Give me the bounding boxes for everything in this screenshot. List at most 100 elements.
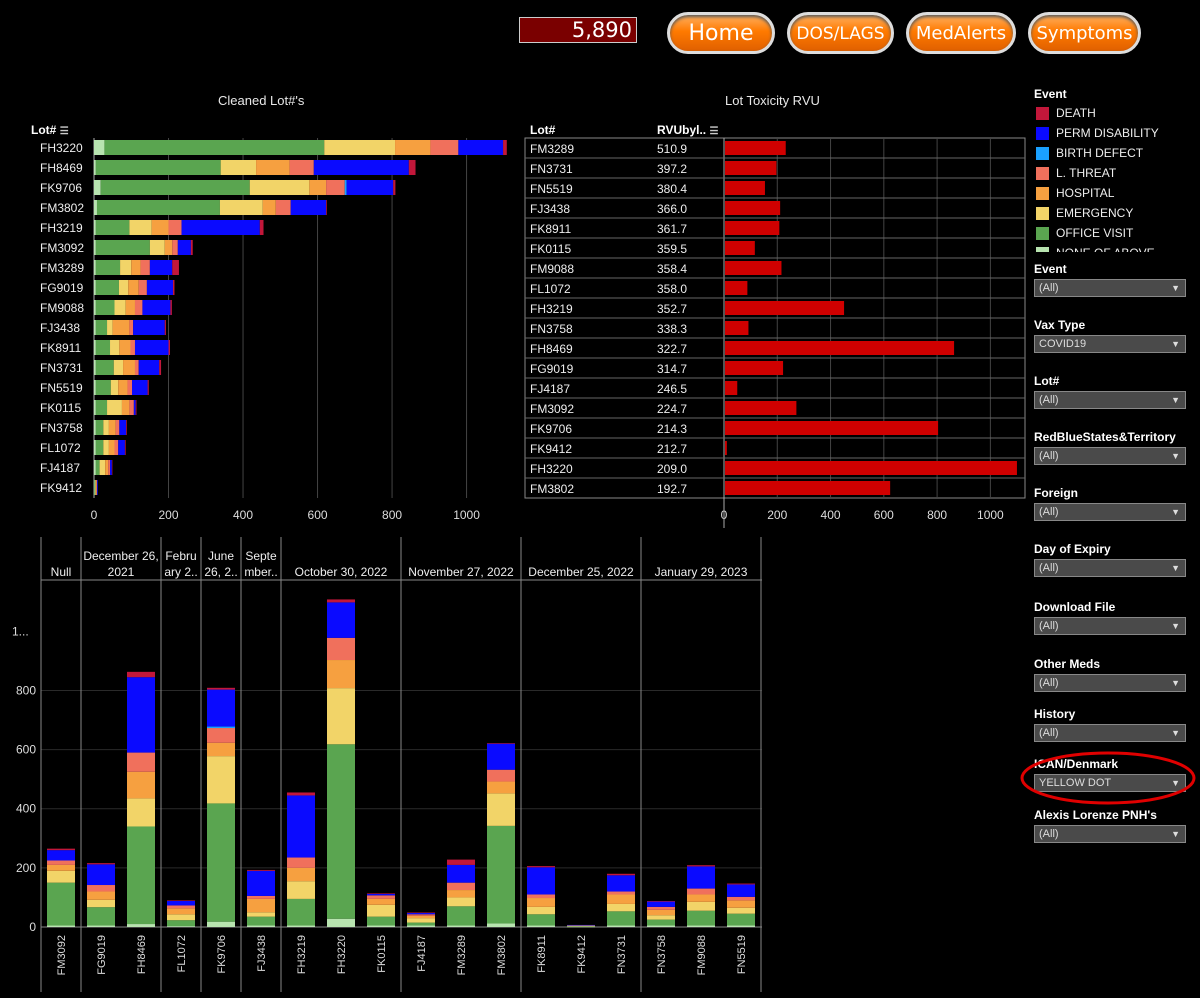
bar-segment-death: [111, 460, 113, 475]
bar-segment-none-of-above: [94, 340, 96, 355]
bar-segment-office-visit: [687, 910, 715, 926]
chevron-down-icon[interactable]: ▼: [1171, 451, 1180, 461]
chevron-down-icon[interactable]: ▼: [1171, 728, 1180, 738]
filter-dropdown-vax-type[interactable]: COVID19 ▼: [1034, 335, 1186, 353]
filter-dropdown-redbluestates-territory[interactable]: (All) ▼: [1034, 447, 1186, 465]
dos-lags-button[interactable]: DOS/LAGS: [787, 12, 894, 54]
bar-segment-emergency: [247, 912, 275, 917]
bar-segment-none-of-above: [47, 925, 75, 927]
filter-dropdown-ican-denmark[interactable]: YELLOW DOT ▼: [1034, 774, 1186, 792]
x-lot-label: FM3092: [56, 935, 68, 975]
filter-label-foreign: Foreign: [1034, 486, 1078, 500]
bar-segment-hospital: [151, 220, 169, 235]
bar-segment-death: [408, 160, 416, 175]
filter-label-history: History: [1034, 707, 1076, 721]
chevron-down-icon[interactable]: ▼: [1171, 829, 1180, 839]
bar-segment-perm-disability: [207, 689, 235, 727]
rvu-bar: [725, 341, 955, 355]
legend-item-l-threat[interactable]: L. THREAT: [1036, 166, 1116, 182]
sort-icon[interactable]: ☰: [59, 126, 69, 137]
bar-segment-none-of-above: [647, 925, 675, 927]
filter-dropdown-download-file[interactable]: (All) ▼: [1034, 617, 1186, 635]
legend-item-none-of-above[interactable]: NONE OF ABOVE: [1036, 246, 1155, 252]
bar-segment-hospital: [108, 420, 116, 435]
bar-segment-l-threat: [487, 769, 515, 782]
chevron-down-icon[interactable]: ▼: [1171, 778, 1180, 788]
bar-segment-l-threat: [430, 140, 459, 155]
y-tick-label: 600: [16, 743, 36, 757]
lot-label: FH3220: [530, 462, 573, 476]
chevron-down-icon[interactable]: ▼: [1171, 507, 1180, 517]
bar-segment-hospital: [47, 864, 75, 871]
bar-segment-l-threat: [247, 895, 275, 899]
rvu-value-column-header[interactable]: RVUbyl.. ☰: [657, 123, 718, 137]
rvu-bar: [725, 481, 891, 495]
bar-segment-office-visit: [527, 914, 555, 926]
bar-segment-emergency: [129, 220, 152, 235]
lot-label: FK8911: [40, 341, 81, 355]
bar-segment-office-visit: [727, 913, 755, 926]
medalerts-button[interactable]: MedAlerts: [906, 12, 1016, 54]
bar-segment-hospital: [123, 360, 135, 375]
chevron-down-icon[interactable]: ▼: [1171, 395, 1180, 405]
bar-segment-emergency: [287, 881, 315, 899]
bar-segment-l-threat: [407, 914, 435, 916]
x-lot-label: FN5519: [736, 935, 748, 974]
lot-label: FN5519: [40, 381, 83, 395]
filter-dropdown-history[interactable]: (All) ▼: [1034, 724, 1186, 742]
filter-dropdown-alexis-lorenze-pnh-s[interactable]: (All) ▼: [1034, 825, 1186, 843]
filter-label-redbluestates-territory: RedBlueStates&Territory: [1034, 430, 1176, 444]
lot-label: FM9088: [530, 262, 574, 276]
bar-segment-office-visit: [487, 825, 515, 924]
bar-segment-emergency: [149, 240, 165, 255]
highlight-circle: [1020, 751, 1196, 805]
chevron-down-icon[interactable]: ▼: [1171, 563, 1180, 573]
bar-segment-death: [527, 866, 555, 868]
bar-segment-l-threat: [727, 896, 755, 901]
lot-label: FJ4187: [40, 461, 80, 475]
bar-segment-emergency: [324, 140, 396, 155]
x-lot-label: FH8469: [136, 935, 148, 974]
legend-item-office-visit[interactable]: OFFICE VISIT: [1036, 226, 1133, 242]
filter-label-event: Event: [1034, 262, 1067, 276]
chevron-down-icon[interactable]: ▼: [1171, 621, 1180, 631]
legend-item-emergency[interactable]: EMERGENCY: [1036, 206, 1133, 222]
bar-segment-l-threat: [168, 220, 182, 235]
sort-icon[interactable]: ☰: [709, 126, 719, 137]
filter-dropdown-day-of-expiry[interactable]: (All) ▼: [1034, 559, 1186, 577]
x-tick-label: 600: [874, 508, 894, 522]
bar-segment-death: [172, 280, 175, 295]
x-lot-label: FH3220: [336, 935, 348, 974]
bar-segment-emergency: [167, 914, 195, 921]
rvu-value-column-label: RVUbyl..: [657, 123, 707, 137]
legend-item-hospital[interactable]: HOSPITAL: [1036, 186, 1114, 202]
lot-label: FG9019: [530, 362, 574, 376]
bar-segment-death: [503, 140, 507, 155]
filter-dropdown-lot-[interactable]: (All) ▼: [1034, 391, 1186, 409]
filter-dropdown-event[interactable]: (All) ▼: [1034, 279, 1186, 297]
y-tick-label: 400: [16, 802, 36, 816]
filter-dropdown-other-meds[interactable]: (All) ▼: [1034, 674, 1186, 692]
chevron-down-icon[interactable]: ▼: [1171, 339, 1180, 349]
chevron-down-icon[interactable]: ▼: [1171, 283, 1180, 293]
bar-segment-none-of-above: [487, 923, 515, 927]
bar-segment-l-threat: [289, 160, 314, 175]
legend-item-death[interactable]: DEATH: [1036, 106, 1096, 122]
symptoms-button[interactable]: Symptoms: [1028, 12, 1141, 54]
bar-segment-office-visit: [100, 180, 250, 195]
bar-segment-death: [190, 240, 193, 255]
x-lot-label: FK8911: [536, 935, 548, 973]
filter-dropdown-foreign[interactable]: (All) ▼: [1034, 503, 1186, 521]
bar-segment-death: [247, 869, 275, 871]
legend-item-perm-disability[interactable]: PERM DISABILITY: [1036, 126, 1159, 142]
rvu-bar: [725, 181, 765, 195]
chevron-down-icon[interactable]: ▼: [1171, 678, 1180, 688]
bar-segment-none-of-above: [94, 220, 96, 235]
lot-column-header[interactable]: Lot# ☰: [31, 123, 69, 137]
home-button[interactable]: Home: [667, 12, 775, 54]
legend-item-birth-defect[interactable]: BIRTH DEFECT: [1036, 146, 1143, 162]
legend-label: OFFICE VISIT: [1056, 226, 1134, 240]
bar-segment-hospital: [395, 140, 431, 155]
bar-segment-emergency: [47, 870, 75, 883]
filter-value: (All): [1039, 506, 1059, 518]
